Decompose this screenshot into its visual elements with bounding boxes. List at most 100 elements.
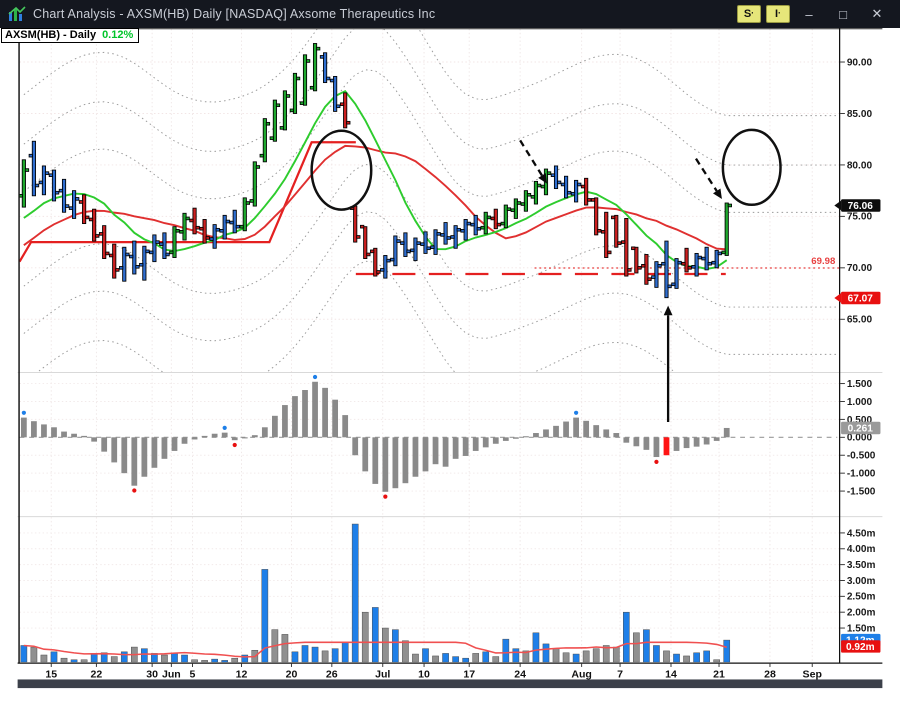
volume-bar <box>572 653 580 663</box>
volume-bar <box>20 645 28 663</box>
macd-bar <box>523 436 529 438</box>
macd-bar <box>583 420 590 438</box>
macd-bar <box>171 437 178 451</box>
svg-text:4.50m: 4.50m <box>847 528 876 539</box>
price-bar <box>319 52 331 84</box>
macd-bar <box>613 433 620 438</box>
price-bar <box>410 237 421 262</box>
macd-bar <box>101 437 108 452</box>
volume-bar <box>341 642 349 663</box>
volume-bar <box>542 643 550 663</box>
volume-bar <box>713 659 720 663</box>
macd-bar <box>633 437 640 447</box>
titlebar: Chart Analysis - AXSM(HB) Daily [NASDAQ]… <box>0 0 900 28</box>
svg-text:69.98: 69.98 <box>811 256 836 267</box>
price-bar <box>189 207 200 235</box>
price-axis[interactable]: 90.00 85.00 80.00 75.00 70.00 65.00 1.500 1.000… <box>834 57 881 653</box>
annotation-solid-arrow <box>663 305 673 422</box>
price-bar <box>600 211 612 258</box>
time-tick-label: Sep <box>803 669 823 681</box>
close-button[interactable]: ✕ <box>871 6 883 21</box>
price-bar <box>470 214 481 236</box>
price-bar <box>38 165 50 196</box>
volume-bar <box>291 651 299 663</box>
svg-text:76.06: 76.06 <box>848 201 874 212</box>
price-bar <box>500 204 512 229</box>
price-bar <box>259 118 271 163</box>
price-bar <box>28 140 40 197</box>
macd-bar <box>61 431 67 438</box>
macd-bar <box>723 427 730 438</box>
price-bar <box>641 254 652 285</box>
volume-bar <box>512 648 520 663</box>
time-axis[interactable]: 15 22 30 Jun 5 12 20 26 Jul 10 17 24 Aug 7 14 21 28 Sep <box>17 663 883 681</box>
volume-bar <box>331 648 339 663</box>
price-bar <box>460 219 471 241</box>
strategy-button[interactable]: S· <box>737 5 761 23</box>
macd-bar <box>292 396 298 438</box>
macd-bar <box>272 415 278 438</box>
svg-text:-1.000: -1.000 <box>847 469 876 480</box>
macd-bar <box>282 405 288 438</box>
price-chart-canvas[interactable]: 69.98 90.00 85.00 80.00 75.00 70.00 65.00 1.500… <box>0 28 900 715</box>
macd-trough-dot <box>654 459 659 464</box>
app-icon chart-icon <box>8 6 26 21</box>
price-bar <box>691 252 702 277</box>
macd-bar <box>211 433 218 438</box>
volume-bar <box>191 659 198 663</box>
volume-bar <box>351 523 359 663</box>
volume-bar <box>422 648 429 663</box>
price-bar <box>149 234 160 263</box>
stop-value-badge: 67.07 <box>834 291 881 304</box>
volume-bar <box>592 648 600 663</box>
time-tick-label: 5 <box>190 669 196 681</box>
gridlines <box>19 28 840 663</box>
svg-text:2.50m: 2.50m <box>847 592 876 603</box>
macd-bar <box>31 421 37 438</box>
price-bar <box>570 179 582 203</box>
volume-bar <box>703 650 710 663</box>
svg-text:1.50m: 1.50m <box>847 623 876 634</box>
macd-bar <box>533 433 539 438</box>
minimize-button[interactable]: – <box>805 6 813 22</box>
price-bar <box>711 249 722 269</box>
volume-bar <box>80 659 88 663</box>
macd-bar <box>221 432 228 438</box>
price-bar <box>129 240 140 275</box>
macd-bar <box>261 427 268 438</box>
volume-bar <box>161 654 168 663</box>
price-bar <box>119 246 130 282</box>
volume-bar <box>321 650 329 663</box>
macd-peak-dot <box>21 410 26 415</box>
volume-bar <box>633 632 640 663</box>
macd-bar <box>51 427 57 438</box>
time-tick-label: Jun <box>162 669 181 681</box>
indicator-button[interactable]: I· <box>766 5 790 23</box>
volume-bar <box>181 654 188 663</box>
maximize-button[interactable]: □ <box>839 6 847 22</box>
svg-text:67.07: 67.07 <box>848 293 874 304</box>
macd-bar <box>201 435 208 438</box>
macd-bar <box>643 437 650 450</box>
macd-bar <box>653 437 660 458</box>
price-bar <box>139 245 150 281</box>
price-bar <box>289 72 301 114</box>
time-tick-label: 20 <box>286 669 298 681</box>
trailing-stop-line <box>19 141 726 276</box>
time-tick-label: 22 <box>91 669 103 681</box>
time-tick-label: 28 <box>764 669 776 681</box>
svg-text:90.00: 90.00 <box>847 57 873 68</box>
time-tick-label: Jul <box>375 669 390 681</box>
svg-text:0.500: 0.500 <box>847 415 873 426</box>
price-bar <box>360 224 371 259</box>
macd-bar <box>482 437 489 448</box>
volume-bar <box>663 650 670 663</box>
time-tick-label: 17 <box>463 669 475 681</box>
volume-bar <box>643 629 650 663</box>
time-tick-label: 15 <box>45 669 57 681</box>
time-tick-label: 7 <box>617 669 623 681</box>
volume-bar <box>241 654 249 663</box>
window-title: Chart Analysis - AXSM(HB) Daily [NASDAQ]… <box>33 7 436 21</box>
svg-text:1.000: 1.000 <box>847 397 873 408</box>
macd-trough-dot <box>383 494 388 499</box>
